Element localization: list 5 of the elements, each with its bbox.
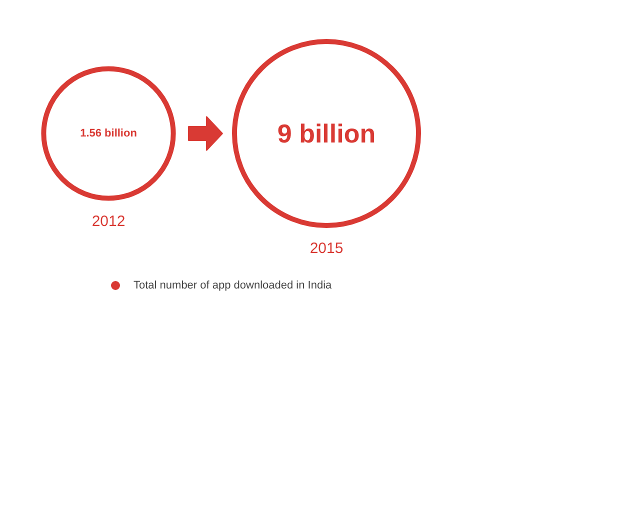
category-label: 2015 [310,240,344,257]
category-label: 2012 [92,212,126,230]
legend-label: Total number of app downloaded in India [134,280,333,292]
data-label: 1.56 billion [80,128,138,140]
data-label: 9 billion [277,118,376,148]
